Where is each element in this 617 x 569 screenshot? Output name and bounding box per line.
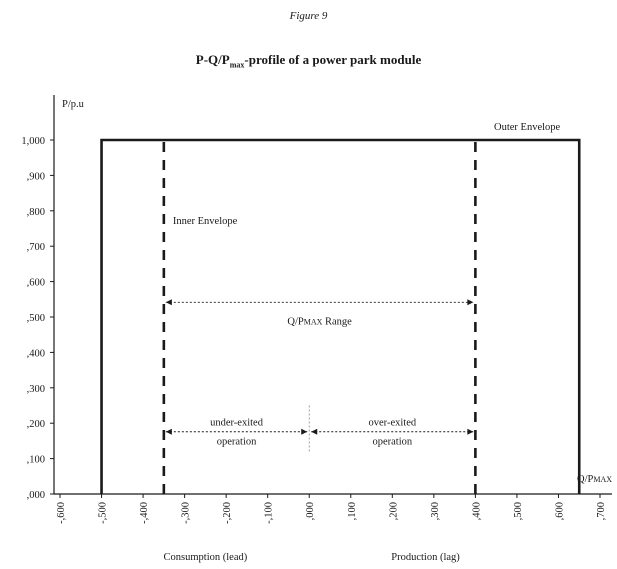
inner-envelope-label: Inner Envelope	[173, 216, 238, 227]
y-axis-label: P/p.u	[62, 99, 85, 110]
y-tick-label: ,300	[27, 384, 45, 395]
x-axis-label: Q/PMAX	[577, 474, 612, 485]
y-tick-label: ,800	[27, 207, 45, 218]
x-tick-label: -,500	[98, 502, 109, 524]
range-arrow-arrow-left	[165, 299, 172, 306]
under-excited-label-2: operation	[217, 437, 257, 448]
y-tick-label: ,100	[27, 455, 45, 466]
x-tick-label: ,400	[471, 502, 482, 520]
y-tick-label: ,600	[27, 278, 45, 289]
x-tick-label: ,600	[554, 502, 565, 520]
under-excited-arrow-arrow-left	[165, 428, 172, 435]
over-excited-label-2: operation	[372, 437, 412, 448]
consumption-label: Consumption (lead)	[164, 552, 248, 563]
x-axis-label-main: Q/P	[577, 474, 594, 485]
production-label: Production (lag)	[391, 552, 460, 563]
outer-envelope-line	[100, 138, 581, 494]
chart-title-rest: -profile of a power park module	[244, 52, 422, 67]
range-label-sub: MAX	[304, 317, 323, 326]
range-label-rest: Range	[322, 316, 352, 327]
over-excited-arrow-arrow-left	[311, 428, 318, 435]
y-tick-label: ,500	[27, 313, 45, 324]
figure-label: Figure 9	[289, 10, 328, 22]
x-tick-label: ,100	[347, 502, 358, 520]
outer-envelope-label: Outer Envelope	[494, 122, 561, 133]
x-tick-label: -,300	[181, 502, 192, 524]
over-excited-label-1: over-exited	[369, 418, 417, 429]
y-tick-label: ,200	[27, 419, 45, 430]
x-tick-label: ,700	[596, 502, 607, 520]
x-tick-label: ,500	[513, 502, 524, 520]
chart-title: P-Q/Pmax-profile of a power park module	[0, 52, 617, 70]
x-axis-label-sub: MAX	[593, 475, 612, 484]
x-tick-label: -,600	[56, 502, 67, 524]
under-excited-arrow-arrow-right	[301, 428, 308, 435]
y-tick-label: ,000	[27, 490, 45, 501]
x-tick-label: -,100	[264, 502, 275, 524]
over-excited-arrow-arrow-right	[467, 428, 474, 435]
range-label: Q/PMAX Range	[287, 316, 352, 327]
x-tick-label: ,200	[388, 502, 399, 520]
y-tick-label: ,700	[27, 242, 45, 253]
chart-title-subscript: max	[229, 60, 245, 70]
range-label-main: Q/P	[287, 316, 304, 327]
chart-title-main: P-Q/P	[195, 52, 230, 67]
under-excited-label-1: under-exited	[210, 418, 264, 429]
x-tick-label: ,300	[430, 502, 441, 520]
x-tick-label: -,400	[139, 502, 150, 524]
y-tick-label: ,400	[27, 348, 45, 359]
range-arrow-arrow-right	[467, 299, 474, 306]
x-tick-label: ,000	[305, 502, 316, 520]
x-tick-label: -,200	[222, 502, 233, 524]
y-tick-label: ,900	[27, 171, 45, 182]
y-tick-label: 1,000	[21, 136, 45, 147]
